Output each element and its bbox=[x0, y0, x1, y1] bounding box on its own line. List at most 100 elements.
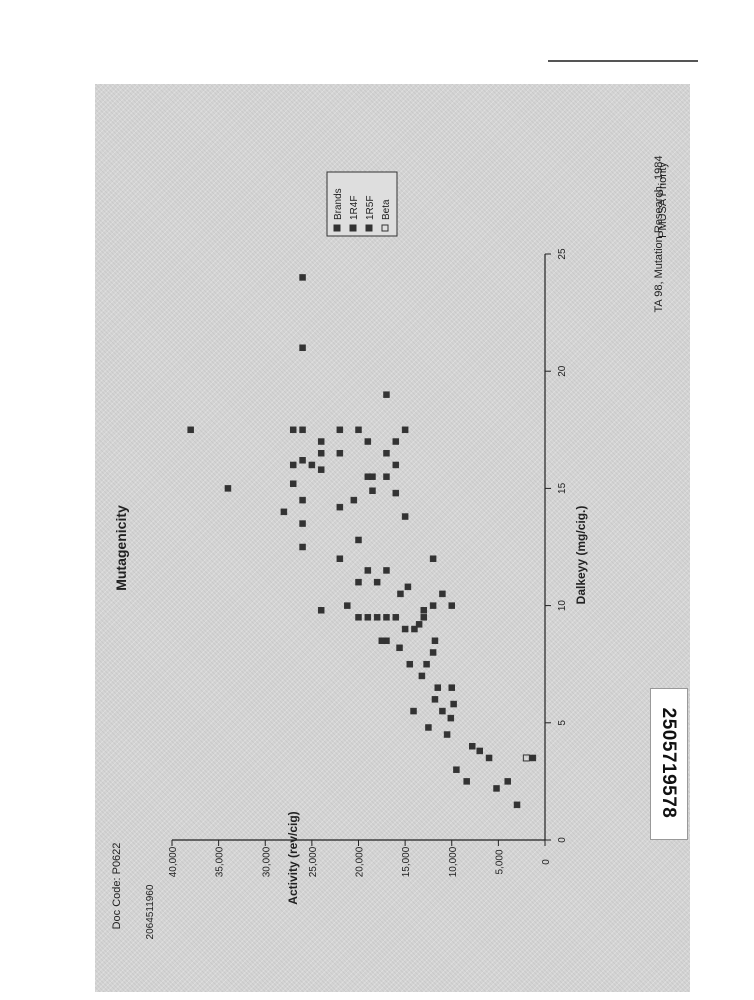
data-point-brands bbox=[404, 583, 412, 591]
data-point-brands bbox=[299, 496, 306, 504]
data-point-brands bbox=[485, 754, 493, 762]
data-point-brands bbox=[429, 602, 437, 609]
data-point-brands bbox=[299, 274, 306, 281]
y-tick-label: 20,000 bbox=[355, 846, 366, 877]
data-point-brands bbox=[369, 487, 376, 494]
data-point-brands bbox=[289, 426, 297, 434]
bates-sticker-number: 2505719578 bbox=[658, 707, 679, 819]
data-point-brands bbox=[280, 508, 288, 516]
pmusa-priority-stamp: PMUSA Priority bbox=[657, 162, 669, 238]
data-point-brands bbox=[434, 684, 442, 691]
data-point-brands bbox=[383, 473, 390, 480]
data-point-brands bbox=[336, 449, 344, 457]
data-point-brands bbox=[448, 684, 455, 691]
data-point-brands bbox=[308, 461, 316, 469]
source-note: TA 98, Mutation Research, 1984 bbox=[653, 156, 665, 313]
data-point-brands bbox=[448, 602, 455, 609]
data-point-brands bbox=[299, 426, 306, 434]
legend-marker bbox=[365, 224, 373, 232]
x-tick-label: 15 bbox=[557, 482, 568, 494]
data-point-brands bbox=[383, 391, 390, 398]
data-point-brands bbox=[289, 480, 297, 487]
data-point-brands bbox=[355, 426, 362, 434]
legend-marker bbox=[349, 224, 357, 232]
data-point-brands bbox=[373, 578, 381, 586]
data-point-brands bbox=[469, 742, 476, 750]
legend-label: 1R5F bbox=[365, 196, 376, 220]
data-point-brands bbox=[383, 614, 390, 621]
data-point-brands bbox=[355, 614, 362, 621]
data-point-brands bbox=[420, 614, 428, 621]
data-point-brands bbox=[401, 513, 409, 520]
bates-number-side: 2064511960 bbox=[145, 884, 156, 939]
data-point-brands bbox=[373, 614, 381, 621]
data-point-brands bbox=[410, 707, 417, 715]
data-point-brands bbox=[317, 449, 325, 457]
data-point-brands bbox=[317, 438, 325, 445]
y-ticks: 0 5,000 10,000 15,000 20,000 25,000 30,000 35,0… bbox=[168, 840, 552, 877]
legend-label: Beta bbox=[381, 199, 392, 220]
y-tick-label: 30,000 bbox=[261, 846, 272, 877]
data-point-brands bbox=[476, 747, 483, 755]
data-point-brands bbox=[396, 644, 403, 652]
data-point-brands bbox=[397, 590, 404, 598]
data-point-brands bbox=[224, 485, 232, 492]
data-point-brands bbox=[336, 503, 344, 511]
data-point-brands bbox=[392, 461, 400, 469]
top-rule-line bbox=[548, 60, 698, 62]
x-tick-label: 5 bbox=[557, 720, 568, 726]
data-point-brands bbox=[423, 660, 430, 668]
data-point-brands bbox=[187, 426, 194, 434]
legend-label: 1R4F bbox=[349, 196, 360, 220]
data-point-brands bbox=[447, 714, 455, 722]
bates-sticker bbox=[650, 688, 688, 840]
data-point-brands bbox=[299, 543, 306, 551]
data-point-brands bbox=[431, 637, 439, 645]
data-point-brands bbox=[378, 637, 386, 645]
data-point-brands bbox=[463, 778, 470, 785]
data-point-1r5f bbox=[522, 754, 530, 762]
data-point-brands bbox=[431, 696, 439, 703]
data-point-brands bbox=[364, 438, 372, 445]
data-point-brands bbox=[493, 785, 500, 792]
legend-marker bbox=[333, 224, 341, 232]
x-axis-label: Dalkeyy (mg/cig.) bbox=[574, 506, 588, 605]
axes bbox=[172, 254, 546, 841]
data-point-brands bbox=[443, 731, 451, 738]
data-point-brands bbox=[439, 590, 446, 598]
data-points bbox=[187, 274, 537, 809]
y-tick-label: 5,000 bbox=[494, 849, 505, 874]
data-point-brands bbox=[317, 607, 325, 614]
data-point-brands bbox=[344, 602, 351, 609]
data-point-brands bbox=[418, 672, 426, 680]
data-point-brands bbox=[513, 801, 521, 809]
x-tick-label: 20 bbox=[557, 365, 568, 377]
y-tick-label: 15,000 bbox=[401, 846, 412, 877]
x-ticks: 0 5 10 15 20 25 bbox=[545, 248, 568, 843]
data-point-brands bbox=[392, 489, 400, 497]
y-tick-label: 10,000 bbox=[448, 846, 459, 877]
x-tick-label: 0 bbox=[557, 837, 568, 843]
data-point-brands bbox=[289, 461, 297, 469]
data-point-brands bbox=[425, 724, 432, 731]
x-tick-label: 25 bbox=[557, 248, 568, 260]
doc-code: Doc Code: P0622 bbox=[111, 843, 123, 930]
legend-label: Brands bbox=[333, 188, 344, 220]
data-point-brands bbox=[383, 449, 390, 457]
data-point-1r4f bbox=[529, 754, 537, 762]
data-point-brands bbox=[429, 649, 437, 656]
data-point-brands bbox=[392, 614, 400, 621]
data-point-brands bbox=[383, 567, 390, 574]
data-point-brands bbox=[504, 778, 511, 785]
data-point-brands bbox=[350, 496, 358, 504]
data-point-brands bbox=[450, 700, 457, 708]
y-axis-label: Activity (rev/cig) bbox=[286, 811, 300, 904]
data-point-brands bbox=[336, 555, 344, 562]
data-point-brands bbox=[355, 536, 362, 544]
data-point-brands bbox=[299, 457, 306, 464]
data-point-brands bbox=[392, 438, 400, 445]
data-point-brands bbox=[401, 426, 409, 434]
data-point-brands bbox=[453, 766, 460, 773]
legend: Brands 1R4F 1R5F Beta bbox=[326, 171, 398, 237]
